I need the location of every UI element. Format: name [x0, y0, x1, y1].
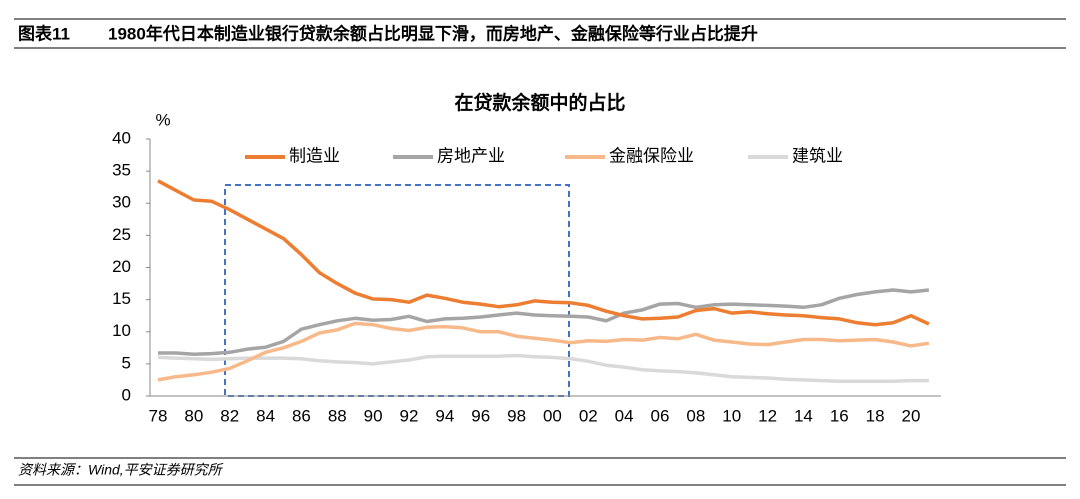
- x-tick-label: 80: [184, 406, 203, 425]
- legend-label: 制造业: [289, 146, 340, 165]
- y-tick-label: 0: [122, 385, 131, 404]
- x-tick-label: 78: [149, 406, 168, 425]
- legend-label: 金融保险业: [609, 146, 694, 165]
- x-tick-label: 02: [579, 406, 598, 425]
- header-title: 1980年代日本制造业银行贷款余额占比明显下滑，而房地产、金融保险等行业占比提升: [108, 23, 758, 43]
- y-tick-label: 30: [112, 193, 131, 212]
- y-tick-label: 15: [112, 289, 131, 308]
- header-label: 图表11: [18, 23, 70, 43]
- chart-title: 在贷款余额中的占比: [454, 91, 625, 114]
- x-tick-label: 16: [830, 406, 849, 425]
- x-tick-label: 00: [543, 406, 562, 425]
- legend-label: 房地产业: [437, 146, 505, 165]
- y-tick-label: 5: [122, 353, 131, 372]
- series-line: [158, 288, 930, 356]
- y-tick-label: 40: [112, 128, 131, 147]
- highlight-box: [224, 184, 570, 397]
- x-tick-label: 90: [364, 406, 383, 425]
- x-tick-label: 84: [256, 406, 275, 425]
- x-tick-label: 04: [615, 406, 634, 425]
- x-tick-label: 94: [435, 406, 454, 425]
- y-tick-label: 35: [112, 161, 131, 180]
- x-tick-label: 96: [471, 406, 490, 425]
- x-tick-label: 12: [758, 406, 777, 425]
- series-line: [157, 353, 929, 383]
- x-tick-label: 82: [220, 406, 239, 425]
- x-tick-label: 20: [902, 406, 921, 425]
- y-tick-label: 25: [112, 225, 131, 244]
- y-tick-label: 10: [112, 321, 131, 340]
- x-tick-label: 88: [328, 406, 347, 425]
- y-tick-label: 20: [112, 257, 131, 276]
- x-tick-label: 86: [292, 406, 311, 425]
- x-tick-label: 92: [400, 406, 419, 425]
- x-tick-label: 98: [507, 406, 526, 425]
- footer-source: 资料来源：Wind,平安证券研究所: [18, 462, 224, 478]
- series-line: [157, 321, 930, 382]
- x-tick-label: 10: [722, 406, 741, 425]
- series-line: [157, 179, 930, 327]
- x-tick-label: 18: [866, 406, 885, 425]
- y-unit: %: [155, 110, 170, 129]
- legend-label: 建筑业: [792, 146, 843, 165]
- x-tick-label: 08: [686, 406, 705, 425]
- x-tick-label: 06: [651, 406, 670, 425]
- plot: 0 5 10 15 20 25 30 35 40 78 80 82 84 86 88 90 92 94 96 98 00…: [112, 128, 941, 425]
- x-tick-label: 14: [794, 406, 813, 425]
